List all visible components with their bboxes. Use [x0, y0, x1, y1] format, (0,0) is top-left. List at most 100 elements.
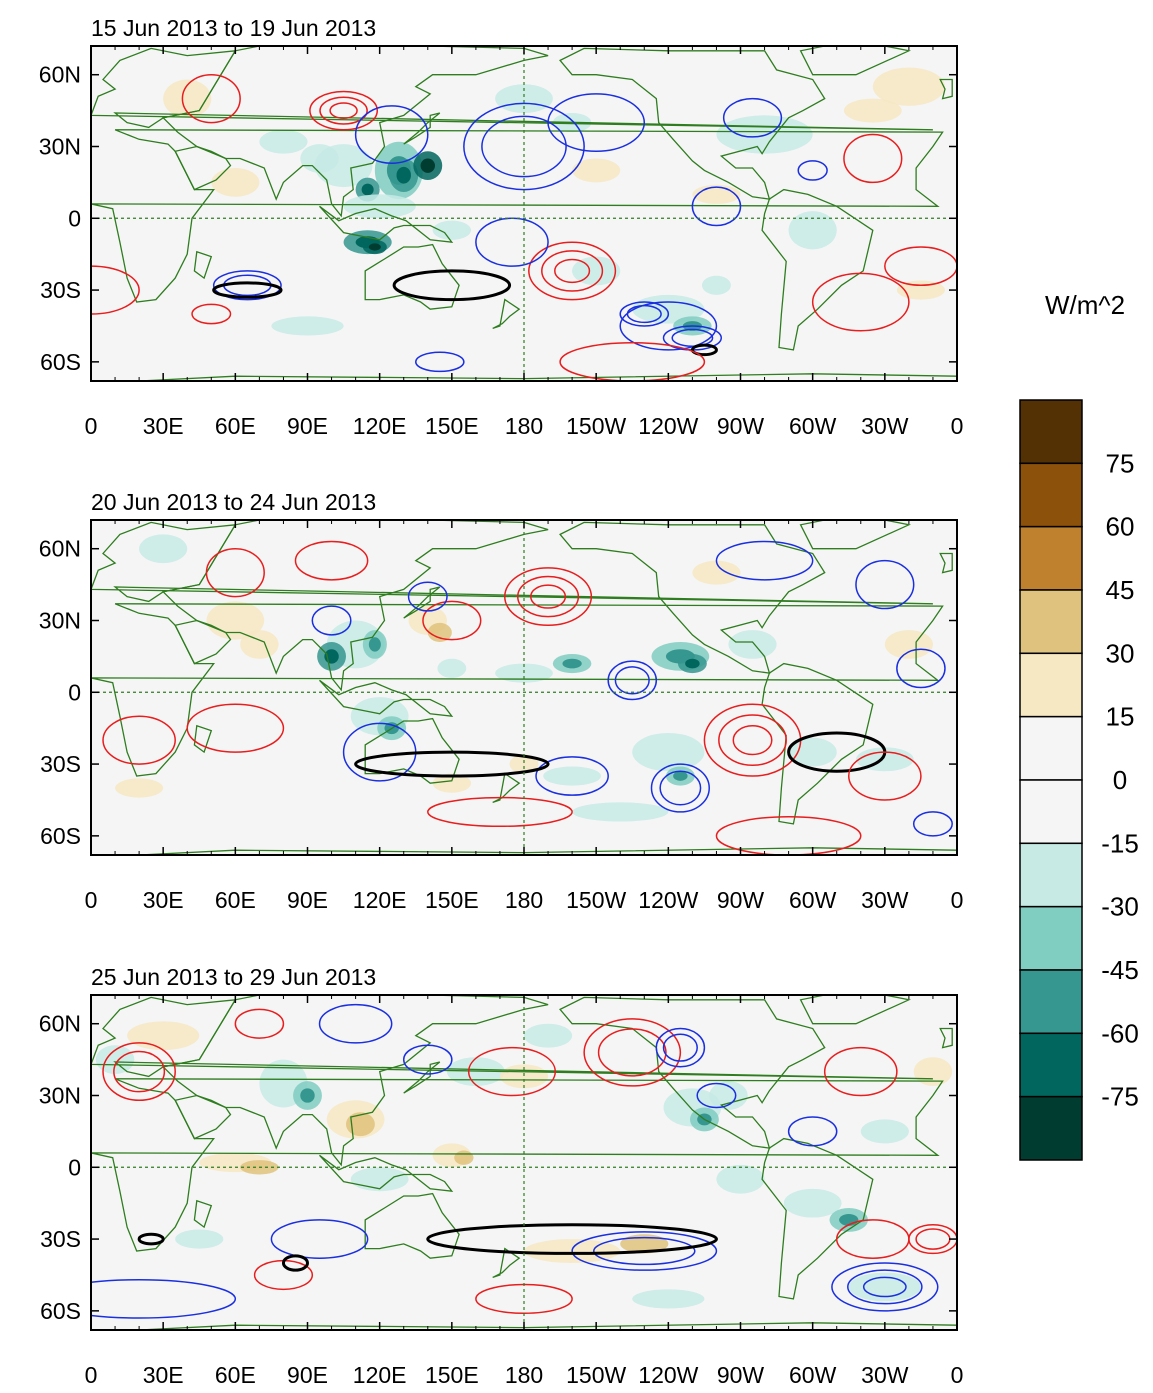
- colorbar-box: [1019, 462, 1083, 528]
- land-outline-greenland: [799, 520, 912, 550]
- shading-blob: [95, 1045, 135, 1074]
- shading-blob: [509, 754, 539, 774]
- colorbar-box: [1019, 905, 1083, 971]
- shading-blob: [495, 84, 553, 114]
- positive-contour: [102, 715, 176, 765]
- positive-contour: [541, 250, 604, 292]
- negative-contour: [896, 648, 946, 689]
- shading-blob: [872, 67, 945, 106]
- x-tick-label: 120W: [638, 887, 698, 913]
- shading-blob: [709, 1081, 748, 1110]
- land-outline-uk: [939, 78, 953, 100]
- negative-contour: [619, 301, 670, 327]
- x-tick-label: 150E: [425, 887, 479, 913]
- shading-blob: [572, 158, 621, 183]
- bold-contour: [354, 750, 550, 778]
- land-outline-uk: [939, 552, 953, 574]
- y-tick-label: 60S: [40, 349, 81, 375]
- map-panel-2: 0 30E 60E 90E 120E 150E 180 150W 120W 90W 60W 30W 0 6…: [39, 489, 964, 913]
- shading-blob: [543, 766, 601, 786]
- x-tick-label: 150E: [425, 413, 479, 439]
- positive-contour: [908, 1223, 957, 1255]
- colorbar-label: -75: [1101, 1082, 1139, 1112]
- negative-contour: [311, 605, 352, 636]
- land-outline-indonesia: [319, 1154, 454, 1193]
- shading-blob: [524, 1023, 573, 1048]
- shading-blob: [175, 1229, 224, 1249]
- x-tick-label: 30E: [143, 413, 184, 439]
- negative-contour: [787, 1116, 838, 1147]
- x-tick-label: 90W: [717, 887, 765, 913]
- y-tick-label: 0: [68, 205, 81, 231]
- shading-blob-core: [396, 166, 411, 184]
- x-tick-label: 120E: [353, 887, 407, 913]
- shading-blob: [884, 630, 933, 659]
- land-outline-madagascar: [193, 724, 213, 754]
- shading-blob: [843, 98, 902, 123]
- land-outline-madagascar: [193, 1199, 213, 1229]
- negative-contour: [862, 1276, 907, 1298]
- negative-contour: [722, 97, 783, 138]
- colorbar-label: 15: [1106, 702, 1135, 732]
- land-outline-africa: [91, 129, 944, 303]
- positive-contour: [91, 265, 140, 315]
- y-tick-label: 60S: [40, 1298, 81, 1324]
- positive-contour: [528, 241, 617, 301]
- colorbar-label: 75: [1106, 448, 1135, 478]
- shading-blob: [495, 663, 553, 683]
- shading-blob: [572, 802, 669, 822]
- shading-blob: [572, 256, 621, 286]
- shading-blob-core: [368, 637, 381, 652]
- land-outline-indonesia: [319, 679, 454, 718]
- x-tick-label: 150W: [566, 1362, 626, 1388]
- negative-contour: [571, 1231, 718, 1271]
- bold-contour: [392, 269, 512, 302]
- negative-contour: [855, 559, 915, 610]
- y-tick-label: 60N: [39, 536, 81, 562]
- positive-contour: [554, 258, 591, 284]
- panel-title: 15 Jun 2013 to 19 Jun 2013: [91, 15, 376, 41]
- x-tick-label: 30W: [861, 1362, 909, 1388]
- panel-title: 20 Jun 2013 to 24 Jun 2013: [91, 489, 376, 515]
- negative-contour: [463, 102, 585, 191]
- negative-contour: [535, 756, 609, 796]
- x-tick-label: 30W: [861, 413, 909, 439]
- positive-contour: [319, 96, 368, 125]
- y-tick-label: 30N: [39, 1083, 81, 1109]
- y-tick-label: 0: [68, 1154, 81, 1180]
- y-tick-label: 30S: [40, 751, 81, 777]
- positive-contour: [205, 547, 265, 598]
- shading-blob: [454, 1150, 474, 1165]
- negative-contour: [655, 1027, 706, 1068]
- positive-contour: [294, 540, 369, 581]
- negative-contour: [619, 301, 718, 351]
- negative-contour: [847, 1269, 923, 1305]
- x-tick-label: 30W: [861, 887, 909, 913]
- land-outline-indonesia: [319, 205, 454, 244]
- land-outline-uk: [939, 1027, 953, 1049]
- colorbar-box: [1019, 652, 1083, 718]
- colorbar-box: [1019, 525, 1083, 591]
- positive-contour: [467, 1046, 557, 1097]
- colorbar-box: [1019, 1032, 1083, 1098]
- shading-blob: [620, 1234, 669, 1254]
- positive-contour: [559, 341, 706, 381]
- land-outline-japan: [403, 1061, 441, 1094]
- x-tick-label: 30E: [143, 887, 184, 913]
- shading-blob-core: [685, 658, 700, 669]
- negative-contour: [407, 581, 448, 612]
- land-outline-arabia: [174, 619, 232, 665]
- negative-contour: [607, 660, 658, 701]
- positive-contour: [309, 90, 379, 131]
- positive-contour: [329, 102, 358, 120]
- y-tick-label: 60N: [39, 62, 81, 88]
- map-panel-3: 0 30E 60E 90E 120E 150E 180 150W 120W 90W 60W 30W 0 6…: [39, 964, 964, 1388]
- land-outline-africa: [91, 1078, 944, 1252]
- shading-blob: [896, 280, 945, 300]
- positive-contour: [597, 1028, 667, 1077]
- land-outline-namerica: [559, 47, 826, 200]
- shading-blob: [632, 1289, 705, 1309]
- positive-contour: [718, 714, 787, 767]
- x-tick-label: 120W: [638, 413, 698, 439]
